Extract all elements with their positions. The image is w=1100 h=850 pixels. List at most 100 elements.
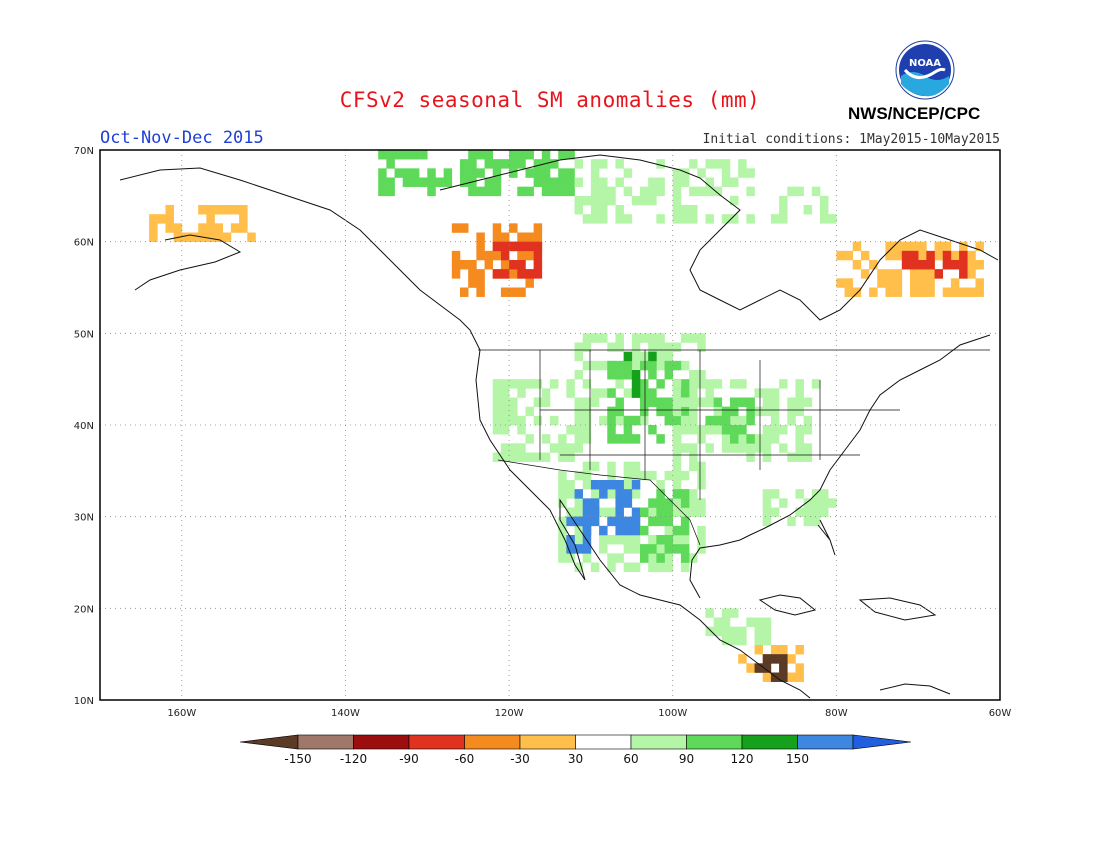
anomaly-cell [550,443,559,453]
borders [478,349,990,546]
lat-tick-label: 60N [74,238,94,249]
anomaly-cell [705,186,714,197]
anomaly-cell [762,434,772,444]
anomaly-cell [779,498,788,508]
anomaly-cell [631,516,641,527]
anomaly-cell [599,205,608,215]
anomaly-cell [582,470,592,481]
anomaly-cell [689,461,698,472]
anomaly-cell [803,425,813,435]
anomaly-cell [492,397,502,407]
anomaly-cell [607,516,616,527]
anomaly-cell [451,269,461,279]
anomaly-cell [795,645,804,655]
anomaly-cell [492,250,502,261]
anomaly-cell [574,415,584,426]
anomaly-cell [959,269,968,279]
anomaly-cell [525,250,534,261]
anomaly-cell [590,360,600,371]
anomaly-cell [680,415,690,426]
anomaly-cell [648,342,657,352]
anomaly-cell [820,489,829,499]
anomaly-cell [959,241,968,252]
anomaly-cell [754,635,764,646]
anomaly-cell [640,470,649,481]
anomaly-cell [599,415,608,426]
anomaly-cell [476,250,485,261]
anomaly-cell [738,379,747,389]
anomaly-cell [149,223,158,233]
anomaly-cell [656,360,665,371]
anomaly-cell [918,250,927,261]
anomaly-cell [656,498,665,508]
anomaly-cell [844,278,854,288]
anomaly-cell [599,360,608,371]
anomaly-cell [910,260,919,270]
anomaly-cell [427,186,436,197]
anomaly-cell [910,250,919,261]
anomaly-cell [615,415,624,426]
anomaly-cell [975,241,984,252]
anomaly-cell [680,360,690,371]
lat-tick-label: 20N [74,604,94,615]
anomaly-cell [664,406,674,417]
anomaly-cell [525,241,534,252]
anomaly-cell [795,452,804,462]
anomaly-cell [680,544,690,554]
anomaly-cell [664,507,674,517]
anomaly-cell [386,186,395,197]
anomaly-cell [533,250,543,261]
anomaly-cell [378,177,387,187]
anomaly-cell [509,443,518,453]
anomaly-cell [648,425,657,435]
anomaly-cell [599,525,608,536]
anomaly-cell [533,260,543,270]
anomaly-cell [476,287,485,297]
anomaly-cell [852,241,862,252]
anomaly-cell [541,397,551,407]
anomaly-cell [165,214,174,224]
anomaly-cell [574,406,584,417]
anomaly-cell [762,663,772,673]
anomaly-cell [615,553,624,563]
anomaly-cell [574,516,584,527]
anomaly-cell [672,406,682,417]
anomaly-cell [198,223,207,233]
anomaly-cell [869,287,878,297]
anomaly-cell [566,507,575,517]
anomaly-cell [762,397,772,407]
anomaly-cell [672,480,682,490]
anomaly-cell [607,388,616,398]
anomaly-cell [975,260,984,270]
anomaly-cell [672,525,682,536]
anomaly-cell [697,379,706,389]
anomaly-cell [623,489,633,499]
colorbar-swatch [408,734,465,750]
anomaly-cell [541,168,551,178]
anomaly-cell [590,159,600,169]
anomaly-cell [451,260,461,270]
anomaly-cell [517,250,526,261]
anomaly-cell [770,425,780,435]
colorbar-swatch [797,734,854,750]
anomaly-cell [926,287,935,297]
anomaly-cell [533,168,543,178]
anomaly-cell [574,370,584,380]
anomaly-cell [533,269,543,279]
anomaly-cell [828,498,837,508]
anomaly-cell [803,452,813,462]
anomaly-cell [975,287,984,297]
anomaly-cell [680,177,690,187]
anomaly-cell [648,516,657,527]
anomaly-cell [942,287,952,297]
anomaly-cell [582,461,592,472]
anomaly-cell [721,617,731,627]
anomaly-cell [566,168,575,178]
anomaly-cell [214,223,224,233]
lon-tick-label: 100W [658,708,687,719]
colorbar-label: 90 [679,752,694,766]
anomaly-cell [680,535,690,545]
anomaly-cell [550,379,559,389]
anomaly-cell [631,415,641,426]
